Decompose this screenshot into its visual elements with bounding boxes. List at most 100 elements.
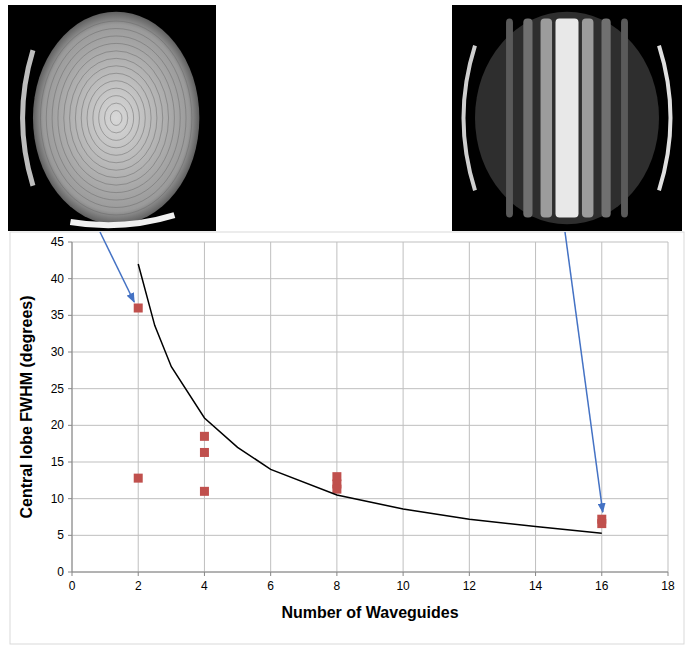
tick-label-y: 25 — [51, 382, 65, 396]
grid-line-y — [72, 278, 668, 279]
tick-label-y: 5 — [57, 528, 64, 542]
image-ring — [93, 88, 140, 148]
image-stripe — [582, 19, 594, 218]
grid-line-y — [72, 242, 668, 243]
tick-y — [68, 535, 72, 536]
image-ring — [75, 66, 157, 170]
tick-label-x: 12 — [463, 579, 477, 593]
tick-x — [601, 572, 602, 576]
grid-line-y — [72, 425, 668, 426]
tick-label-x: 18 — [661, 579, 675, 593]
grid-line-x — [204, 242, 205, 572]
tick-x — [535, 572, 536, 576]
image-stripe — [602, 19, 611, 218]
y-axis-title: Central lobe FWHM (degrees) — [18, 295, 35, 518]
tick-y — [68, 278, 72, 279]
tick-y — [68, 572, 72, 573]
data-point — [332, 485, 341, 494]
data-point — [200, 487, 209, 496]
grid-line-y — [72, 388, 668, 389]
data-point — [134, 304, 143, 313]
image-ring — [40, 21, 191, 215]
tick-y — [68, 315, 72, 316]
image-arc — [23, 50, 33, 186]
image-ring — [81, 73, 151, 162]
tick-y — [68, 388, 72, 389]
x-axis-title: Number of Waveguides — [281, 604, 458, 621]
data-point — [134, 474, 143, 483]
image-spot — [475, 12, 659, 224]
image-ring — [58, 43, 174, 192]
image-stripe — [621, 19, 628, 218]
grid-line-x — [535, 242, 536, 572]
grid-line-y — [72, 498, 668, 499]
tick-label-y: 15 — [51, 455, 65, 469]
tick-label-x: 10 — [396, 579, 410, 593]
tick-label-x: 2 — [135, 579, 142, 593]
inset-image-left — [8, 5, 216, 231]
grid-line-x — [72, 242, 73, 572]
tick-label-y: 20 — [51, 418, 65, 432]
tick-label-y: 30 — [51, 345, 65, 359]
tick-label-y: 10 — [51, 492, 65, 506]
data-point — [200, 448, 209, 457]
image-ring — [64, 51, 169, 185]
grid-line-x — [469, 242, 470, 572]
tick-label-x: 4 — [201, 579, 208, 593]
image-stripe — [541, 19, 553, 218]
image-ring — [105, 103, 128, 133]
grid-line-y — [72, 315, 668, 316]
image-ring — [52, 36, 180, 200]
image-ring — [99, 96, 134, 141]
tick-y — [68, 242, 72, 243]
grid-line-y — [72, 572, 668, 573]
image-bg — [452, 5, 682, 231]
tick-label-y: 45 — [51, 235, 65, 249]
tick-label-x: 0 — [69, 579, 76, 593]
tick-x — [204, 572, 205, 576]
tick-x — [270, 572, 271, 576]
grid — [72, 242, 668, 572]
image-ring — [70, 58, 163, 177]
image-arc — [659, 46, 671, 191]
tick-label-y: 0 — [57, 565, 64, 579]
image-stripe — [523, 19, 532, 218]
tick-label-y: 35 — [51, 308, 65, 322]
image-ring — [87, 81, 145, 156]
grid-line-x — [138, 242, 139, 572]
tick-x — [403, 572, 404, 576]
tick-y — [68, 352, 72, 353]
image-ring — [110, 111, 122, 126]
y-axis — [72, 242, 73, 572]
chart-root: 051015202530354045024681012141618Number … — [0, 0, 687, 648]
image-ring — [46, 29, 186, 208]
grid-line-y — [72, 462, 668, 463]
grid-line-y — [72, 535, 668, 536]
tick-label-x: 6 — [267, 579, 274, 593]
image-stripe — [506, 19, 513, 218]
arrow — [565, 232, 603, 512]
data-group — [134, 264, 607, 533]
tick-x — [469, 572, 470, 576]
tick-y — [68, 462, 72, 463]
image-spot — [33, 12, 199, 224]
grid-line-x — [403, 242, 404, 572]
data-point — [200, 432, 209, 441]
grid-line-x — [270, 242, 271, 572]
tick-y — [68, 498, 72, 499]
image-arc — [464, 46, 476, 191]
chart-frame — [10, 232, 684, 644]
grid-line-y — [72, 352, 668, 353]
tick-x — [138, 572, 139, 576]
tick-x — [336, 572, 337, 576]
x-axis — [72, 572, 668, 573]
tick-x — [668, 572, 669, 576]
grid-line-x — [668, 242, 669, 572]
image-bg — [8, 5, 216, 231]
tick-x — [72, 572, 73, 576]
arrow — [100, 232, 134, 302]
tick-label-y: 40 — [51, 272, 65, 286]
tick-label-x: 8 — [334, 579, 341, 593]
inset-image-right — [452, 5, 682, 231]
tick-y — [68, 425, 72, 426]
